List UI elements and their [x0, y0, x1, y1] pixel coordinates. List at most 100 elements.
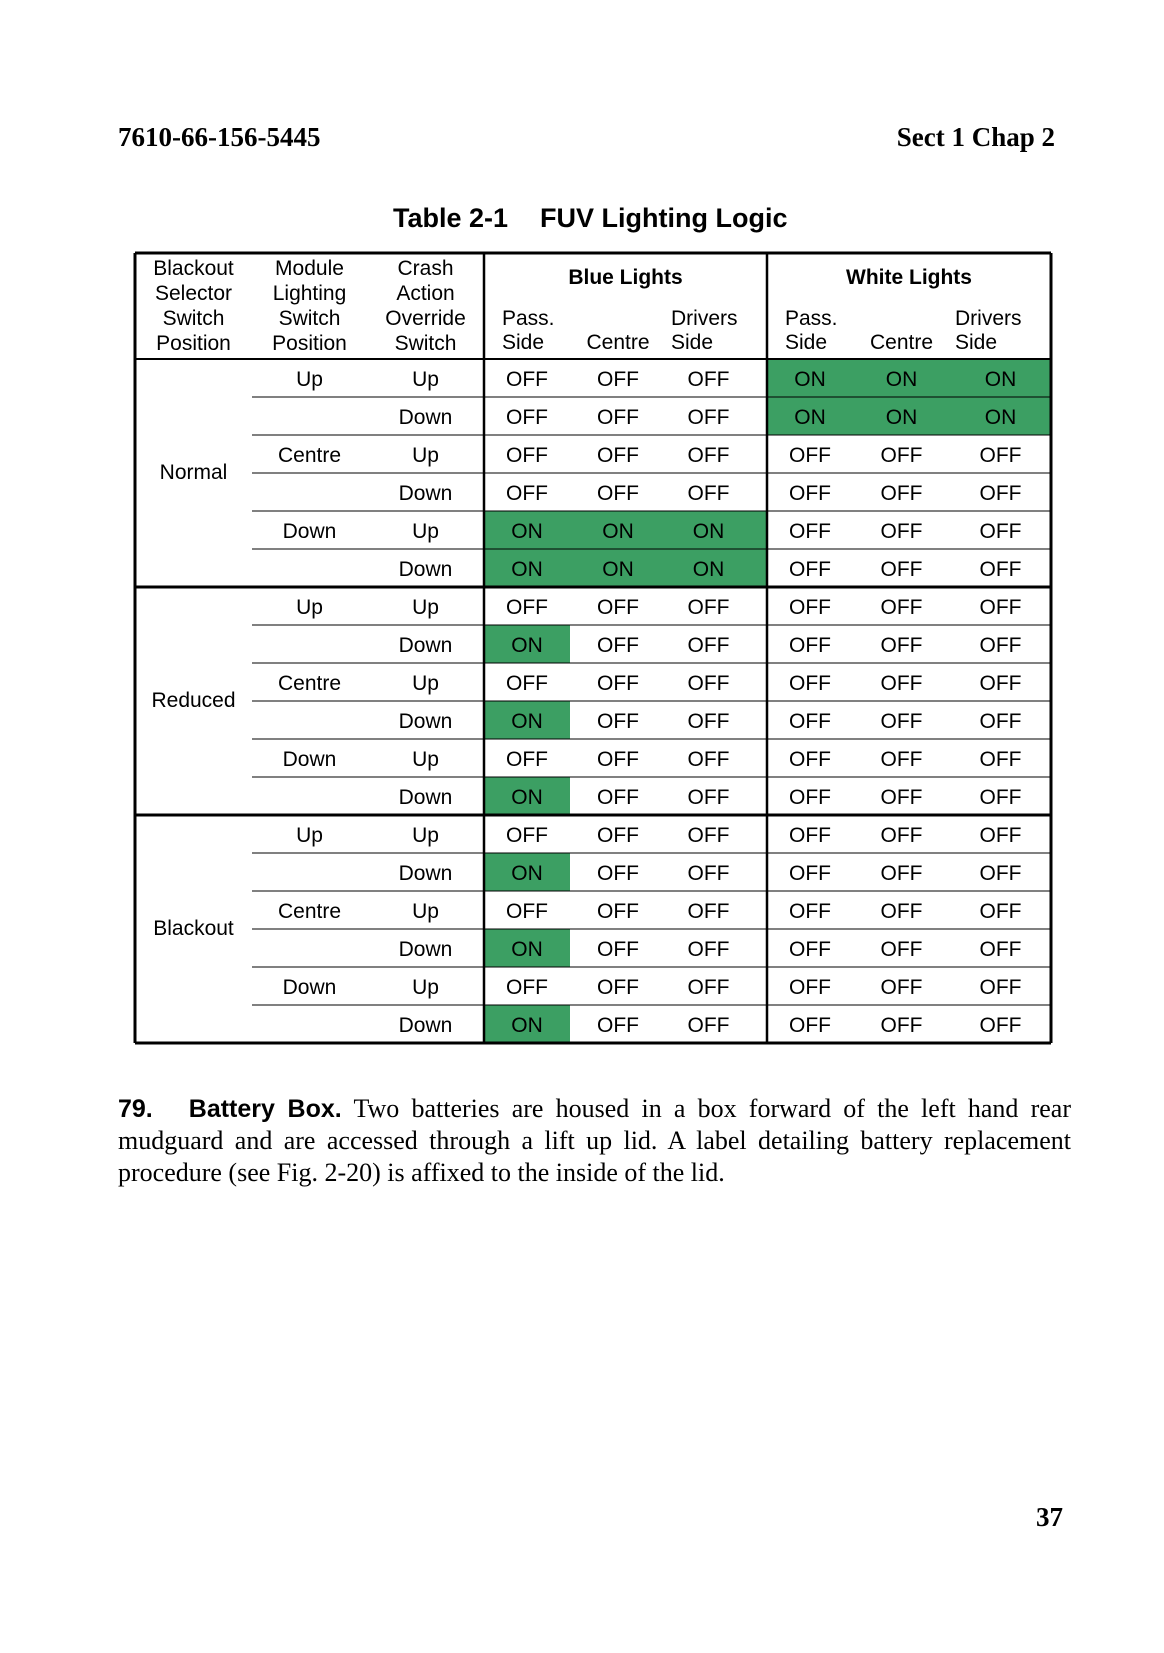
white-light-state: OFF [880, 710, 923, 733]
white-light-state: OFF [979, 710, 1022, 733]
page-number: 37 [1036, 1502, 1063, 1532]
blue-light-state: OFF [597, 824, 639, 847]
white-light-state: OFF [789, 482, 831, 505]
selector-position: Normal [159, 461, 228, 484]
white-light-state: ON [794, 368, 826, 391]
crash-override: Up [412, 976, 439, 999]
white-light-state: OFF [789, 976, 831, 999]
white-light-state: OFF [880, 1014, 923, 1037]
blue-light-state: ON [602, 558, 634, 581]
on-fill [484, 929, 570, 967]
crash-override: Down [398, 710, 453, 733]
blue-light-state: OFF [687, 406, 730, 429]
on-fill [570, 549, 666, 587]
white-light-state: OFF [880, 824, 923, 847]
white-light-state: OFF [979, 596, 1022, 619]
blue-light-state: ON [511, 634, 543, 657]
header-blue-lights: Blue Lights [568, 266, 683, 289]
on-fill [666, 511, 767, 549]
on-fill [853, 397, 950, 435]
crash-override: Up [412, 900, 439, 923]
section-chapter: Sect 1 Chap 2 [896, 122, 1055, 152]
paragraph-body: Two batteries are housed in a box forwar… [118, 1094, 1071, 1187]
on-fill [950, 359, 1051, 397]
white-light-state: OFF [979, 748, 1022, 771]
blue-light-state: OFF [687, 862, 730, 885]
header-module-lighting-line: Module [275, 257, 344, 280]
crash-override: Up [412, 824, 439, 847]
white-light-state: OFF [789, 786, 831, 809]
on-fill [484, 511, 570, 549]
blue-light-state: OFF [597, 634, 639, 657]
crash-override: Down [398, 938, 453, 961]
header-white-drivers-side: Drivers [955, 307, 1022, 330]
white-light-state: OFF [979, 1014, 1022, 1037]
white-light-state: OFF [979, 976, 1022, 999]
white-light-state: OFF [880, 482, 923, 505]
blue-light-state: OFF [597, 368, 639, 391]
white-light-state: OFF [979, 824, 1022, 847]
white-light-state: OFF [789, 444, 831, 467]
header-blue-drivers-side: Side [671, 331, 714, 354]
white-light-state: OFF [880, 748, 923, 771]
crash-override: Down [398, 1014, 453, 1037]
module-position: Up [296, 368, 323, 391]
white-light-state: OFF [880, 520, 923, 543]
white-light-state: OFF [880, 862, 923, 885]
white-light-state: OFF [979, 672, 1022, 695]
white-light-state: OFF [880, 596, 923, 619]
crash-override: Up [412, 444, 439, 467]
white-light-state: OFF [880, 976, 923, 999]
blue-light-state: OFF [687, 824, 730, 847]
header-blackout-selector-line: Blackout [153, 257, 234, 280]
white-light-state: OFF [789, 634, 831, 657]
blue-light-state: OFF [506, 976, 548, 999]
module-position: Up [296, 596, 323, 619]
blue-light-state: ON [692, 520, 725, 543]
header-crash-override-line: Crash [397, 257, 454, 280]
blue-light-state: OFF [597, 938, 639, 961]
blue-light-state: OFF [597, 672, 639, 695]
document-number: 7610-66-156-5445 [118, 122, 321, 152]
on-fill [853, 359, 950, 397]
module-position: Centre [277, 444, 342, 467]
module-position: Up [296, 824, 323, 847]
blue-light-state: OFF [687, 786, 730, 809]
white-light-state: ON [885, 368, 918, 391]
white-light-state: OFF [789, 596, 831, 619]
white-light-state: OFF [979, 482, 1022, 505]
blue-light-state: OFF [597, 406, 639, 429]
blue-light-state: OFF [687, 748, 730, 771]
crash-override: Down [398, 406, 453, 429]
white-light-state: OFF [979, 900, 1022, 923]
on-fill [570, 511, 666, 549]
blue-light-state: OFF [597, 976, 639, 999]
header-blackout-selector-line: Selector [154, 282, 233, 305]
blue-light-state: OFF [597, 710, 639, 733]
blue-light-state: OFF [687, 482, 730, 505]
blue-light-state: OFF [687, 710, 730, 733]
on-fill [484, 853, 570, 891]
blue-light-state: OFF [506, 482, 548, 505]
header-crash-override-line: Action [396, 282, 455, 305]
on-fill [666, 549, 767, 587]
crash-override: Up [412, 368, 439, 391]
crash-override: Up [412, 672, 439, 695]
header-white-centre: Centre [869, 331, 934, 354]
blue-light-state: OFF [506, 444, 548, 467]
white-light-state: ON [984, 368, 1017, 391]
paragraph-title: Battery Box. [188, 1095, 342, 1123]
white-light-state: OFF [979, 634, 1022, 657]
blue-light-state: OFF [687, 938, 730, 961]
blue-light-state: OFF [506, 368, 548, 391]
blue-light-state: OFF [687, 596, 730, 619]
paragraph-number: 79. [118, 1095, 153, 1123]
crash-override: Down [398, 862, 453, 885]
blue-light-state: ON [692, 558, 725, 581]
white-light-state: OFF [789, 938, 831, 961]
on-fill [950, 397, 1051, 435]
white-light-state: OFF [880, 786, 923, 809]
module-position: Centre [277, 672, 342, 695]
blue-light-state: OFF [597, 1014, 639, 1037]
